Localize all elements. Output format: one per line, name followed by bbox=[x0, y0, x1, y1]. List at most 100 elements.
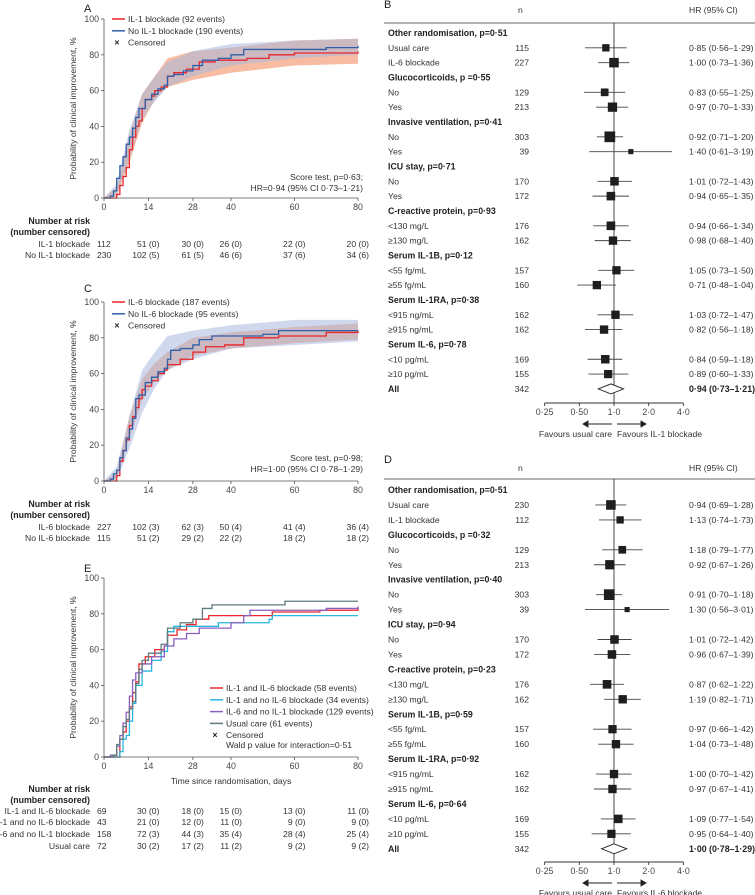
risk-table-row: No IL-1 blockade 230 102 (5) 61 (5) 46 (6) 37… bbox=[25, 250, 369, 260]
km-curve-4 bbox=[104, 600, 358, 758]
risk-value: 227 bbox=[97, 522, 112, 532]
forest-row: Yes 39 1·30 (0·56–3·01) bbox=[388, 605, 754, 615]
panel-letter: C bbox=[84, 283, 92, 295]
annotation-text: HR=1·00 (95% CI 0·78–1·29) bbox=[251, 464, 364, 474]
risk-value: 18 (2) bbox=[347, 533, 370, 543]
row-n: 112 bbox=[515, 515, 529, 525]
row-label: ≥10 pg/mL bbox=[388, 829, 429, 839]
favours-left-label: Favours usual care bbox=[539, 429, 612, 439]
y-tick-label: 60 bbox=[89, 86, 99, 96]
hr-tick-label: 0·50 bbox=[570, 407, 588, 417]
row-n: 160 bbox=[515, 739, 530, 749]
forest-row: No 303 0·91 (0·70–1·18) bbox=[388, 589, 754, 601]
hr-square-marker bbox=[606, 191, 616, 201]
y-tick-label: 0 bbox=[94, 752, 99, 762]
overall-n: 342 bbox=[515, 844, 530, 854]
row-n: 162 bbox=[515, 694, 530, 704]
hr-tick-label: 4·0 bbox=[677, 866, 690, 876]
row-label: ≥55 fg/mL bbox=[388, 280, 426, 290]
annotation-text: Score test, p=0·98; bbox=[290, 453, 363, 463]
hr-tick-label: 2·0 bbox=[642, 866, 655, 876]
overall-label: All bbox=[388, 844, 399, 854]
risk-table-row: IL-6 and no IL-1 blockade 158 72 (3) 44 (3)… bbox=[0, 829, 369, 839]
forest-row: No 129 1·18 (0·79–1·77) bbox=[388, 545, 754, 555]
hr-square-marker bbox=[610, 177, 619, 186]
risk-table-title: Number at risk bbox=[28, 499, 90, 509]
x-tick-label: 40 bbox=[226, 202, 236, 212]
risk-row-label: Usual care bbox=[49, 841, 90, 851]
hr-square-marker bbox=[612, 266, 621, 275]
y-tick-label: 20 bbox=[89, 157, 99, 167]
favours-right-label: Favours IL-6 blockade bbox=[617, 888, 702, 895]
row-hr-ci: 1·05 (0·73–1·50) bbox=[689, 265, 754, 275]
row-n: 176 bbox=[515, 679, 530, 689]
hr-square-marker bbox=[606, 221, 616, 231]
row-n: 303 bbox=[515, 590, 530, 600]
row-n: 157 bbox=[515, 724, 530, 734]
subgroup-header: Glucocorticoids, p =0·55 bbox=[388, 72, 491, 82]
x-axis-label: Time since randomisation, days bbox=[171, 776, 292, 786]
risk-table-row: No IL-6 blockade 115 51 (2) 29 (2) 22 (2) 18 … bbox=[25, 533, 369, 543]
arrow-left-icon bbox=[582, 420, 612, 428]
subgroup-header: Serum IL-1RA, p=0·38 bbox=[388, 295, 479, 305]
row-hr-ci: 0·97 (0·70–1·33) bbox=[689, 102, 754, 112]
hr-tick-label: 0·25 bbox=[536, 407, 554, 417]
row-label: No bbox=[388, 635, 399, 645]
risk-value: 44 (3) bbox=[181, 829, 204, 839]
x-tick-label: 14 bbox=[144, 485, 154, 495]
risk-value: 112 bbox=[97, 239, 111, 249]
risk-table-row: IL-1 and no IL-6 blockade 43 21 (0) 12 (0) 1… bbox=[0, 817, 369, 827]
x-tick-label: 60 bbox=[290, 761, 300, 771]
risk-value: 26 (0) bbox=[220, 239, 243, 249]
hr-tick-label: 1·0 bbox=[608, 866, 621, 876]
hr-square-marker bbox=[592, 280, 602, 290]
risk-row-label: IL-1 blockade bbox=[38, 239, 90, 249]
risk-value: 9 (0) bbox=[351, 817, 369, 827]
hr-square-marker bbox=[602, 44, 610, 52]
y-tick-label: 80 bbox=[89, 50, 99, 60]
subgroup-header: Serum IL-1RA, p=0·92 bbox=[388, 754, 479, 764]
forest-row: ≥10 pg/mL 155 0·89 (0·60–1·33) bbox=[388, 369, 754, 379]
risk-value: 102 (5) bbox=[132, 250, 159, 260]
subgroup-header: ICU stay, p=0·71 bbox=[388, 161, 456, 171]
risk-value: 22 (2) bbox=[220, 533, 243, 543]
row-label: <55 fg/mL bbox=[388, 724, 427, 734]
risk-value: 72 (3) bbox=[137, 829, 160, 839]
y-tick-label: 0 bbox=[94, 193, 99, 203]
risk-value: 18 (0) bbox=[181, 806, 204, 816]
row-n: 39 bbox=[519, 605, 529, 615]
row-hr-ci: 0·82 (0·56–1·18) bbox=[689, 325, 754, 335]
legend-label: Usual care (61 events) bbox=[226, 718, 313, 728]
hr-square-marker bbox=[606, 500, 616, 510]
row-label: Yes bbox=[388, 147, 402, 157]
risk-value: 50 (4) bbox=[220, 522, 243, 532]
y-tick-label: 60 bbox=[89, 369, 99, 379]
risk-value: 51 (0) bbox=[137, 239, 160, 249]
forest-row: ≥915 ng/mL 162 0·97 (0·67–1·41) bbox=[388, 784, 754, 794]
km-panel-a: A 0 20 40 60 80 100 0 14 28 40 60 80 Probability of c… bbox=[10, 3, 369, 260]
forest-row: ≥10 pg/mL 155 0·95 (0·64–1·40) bbox=[388, 829, 754, 839]
risk-value: 102 (3) bbox=[132, 522, 159, 532]
hr-tick-label: 0·50 bbox=[570, 866, 588, 876]
y-axis-label: Probability of clinical improvement, % bbox=[68, 596, 78, 739]
row-label: <915 ng/mL bbox=[388, 769, 434, 779]
risk-row-label: IL-1 and no IL-6 blockade bbox=[0, 817, 90, 827]
forest-row: <55 fg/mL 157 1·05 (0·73–1·50) bbox=[388, 265, 754, 275]
x-tick-label: 60 bbox=[290, 485, 300, 495]
row-hr-ci: 0·97 (0·66–1·42) bbox=[689, 724, 754, 734]
forest-row: No 129 0·83 (0·55–1·25) bbox=[388, 87, 754, 97]
risk-value: 25 (4) bbox=[347, 829, 370, 839]
forest-row: No 170 1·01 (0·72–1·43) bbox=[388, 176, 754, 186]
km-curve-2 bbox=[104, 45, 359, 199]
y-tick-label: 80 bbox=[89, 609, 99, 619]
risk-value: 35 (4) bbox=[220, 829, 243, 839]
km-panel-c: C 0 20 40 60 80 100 0 14 28 40 60 80 Probability of c… bbox=[10, 283, 369, 543]
row-hr-ci: 1·19 (0·82–1·71) bbox=[689, 694, 754, 704]
hr-square-marker bbox=[618, 545, 627, 554]
risk-value: 28 (4) bbox=[283, 829, 306, 839]
row-label: Yes bbox=[388, 605, 402, 615]
legend-label: Censored bbox=[226, 730, 263, 740]
hr-square-marker bbox=[604, 369, 613, 379]
